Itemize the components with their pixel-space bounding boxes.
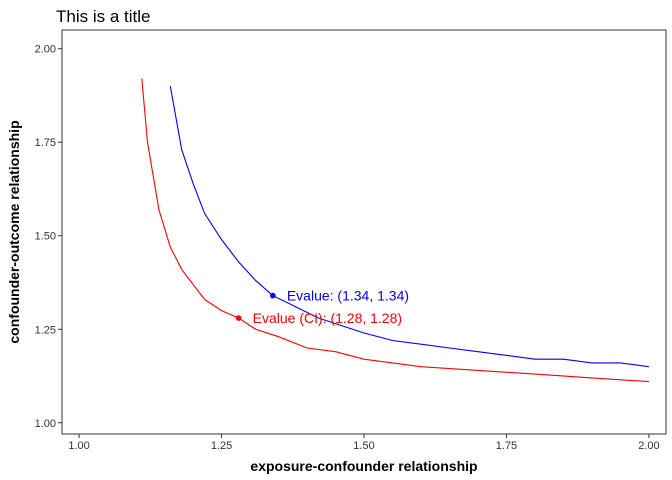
series-1-line bbox=[141, 78, 649, 383]
y-tick-label: 1.75 bbox=[35, 137, 56, 149]
x-tick-label: 1.50 bbox=[353, 440, 374, 452]
series-1-evalue-point bbox=[235, 315, 242, 321]
series-layer: Evalue: (1.34, 1.34) Evalue (CI): (1.28, … bbox=[141, 78, 649, 383]
series-0-evalue-point bbox=[270, 292, 276, 299]
y-tick-label: 1.00 bbox=[35, 418, 56, 430]
x-tick-label: 1.75 bbox=[496, 440, 517, 452]
x-tick-label: 2.00 bbox=[638, 440, 659, 452]
y-tick-label: 1.50 bbox=[35, 231, 56, 243]
series-1-evalue-label: Evalue (CI): (1.28, 1.28) bbox=[253, 310, 402, 326]
plot-panel-border bbox=[61, 29, 667, 435]
x-tick-label: 1.25 bbox=[211, 440, 232, 452]
chart-title: This is a title bbox=[56, 7, 150, 26]
y-axis-ticks: 1.00 1.25 1.50 1.75 2.00 bbox=[35, 44, 62, 430]
series-0-evalue-label: Evalue: (1.34, 1.34) bbox=[287, 288, 409, 304]
x-tick-label: 1.00 bbox=[68, 440, 89, 452]
series-0-line bbox=[169, 86, 649, 368]
x-axis-title: exposure-confounder relationship bbox=[250, 458, 477, 474]
y-tick-label: 2.00 bbox=[35, 44, 56, 56]
x-axis-ticks: 1.00 1.25 1.50 1.75 2.00 bbox=[68, 434, 660, 452]
y-axis-title: confounder-outcome relationship bbox=[6, 120, 22, 343]
y-tick-label: 1.25 bbox=[35, 324, 56, 336]
